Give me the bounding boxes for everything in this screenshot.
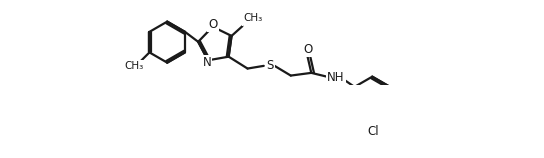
Text: S: S	[266, 59, 274, 72]
Text: NH: NH	[327, 71, 344, 84]
Text: N: N	[202, 56, 211, 69]
Text: CH₃: CH₃	[244, 13, 263, 24]
Text: O: O	[303, 43, 312, 56]
Text: Cl: Cl	[367, 125, 379, 138]
Text: CH₃: CH₃	[125, 61, 144, 71]
Text: O: O	[209, 18, 218, 31]
